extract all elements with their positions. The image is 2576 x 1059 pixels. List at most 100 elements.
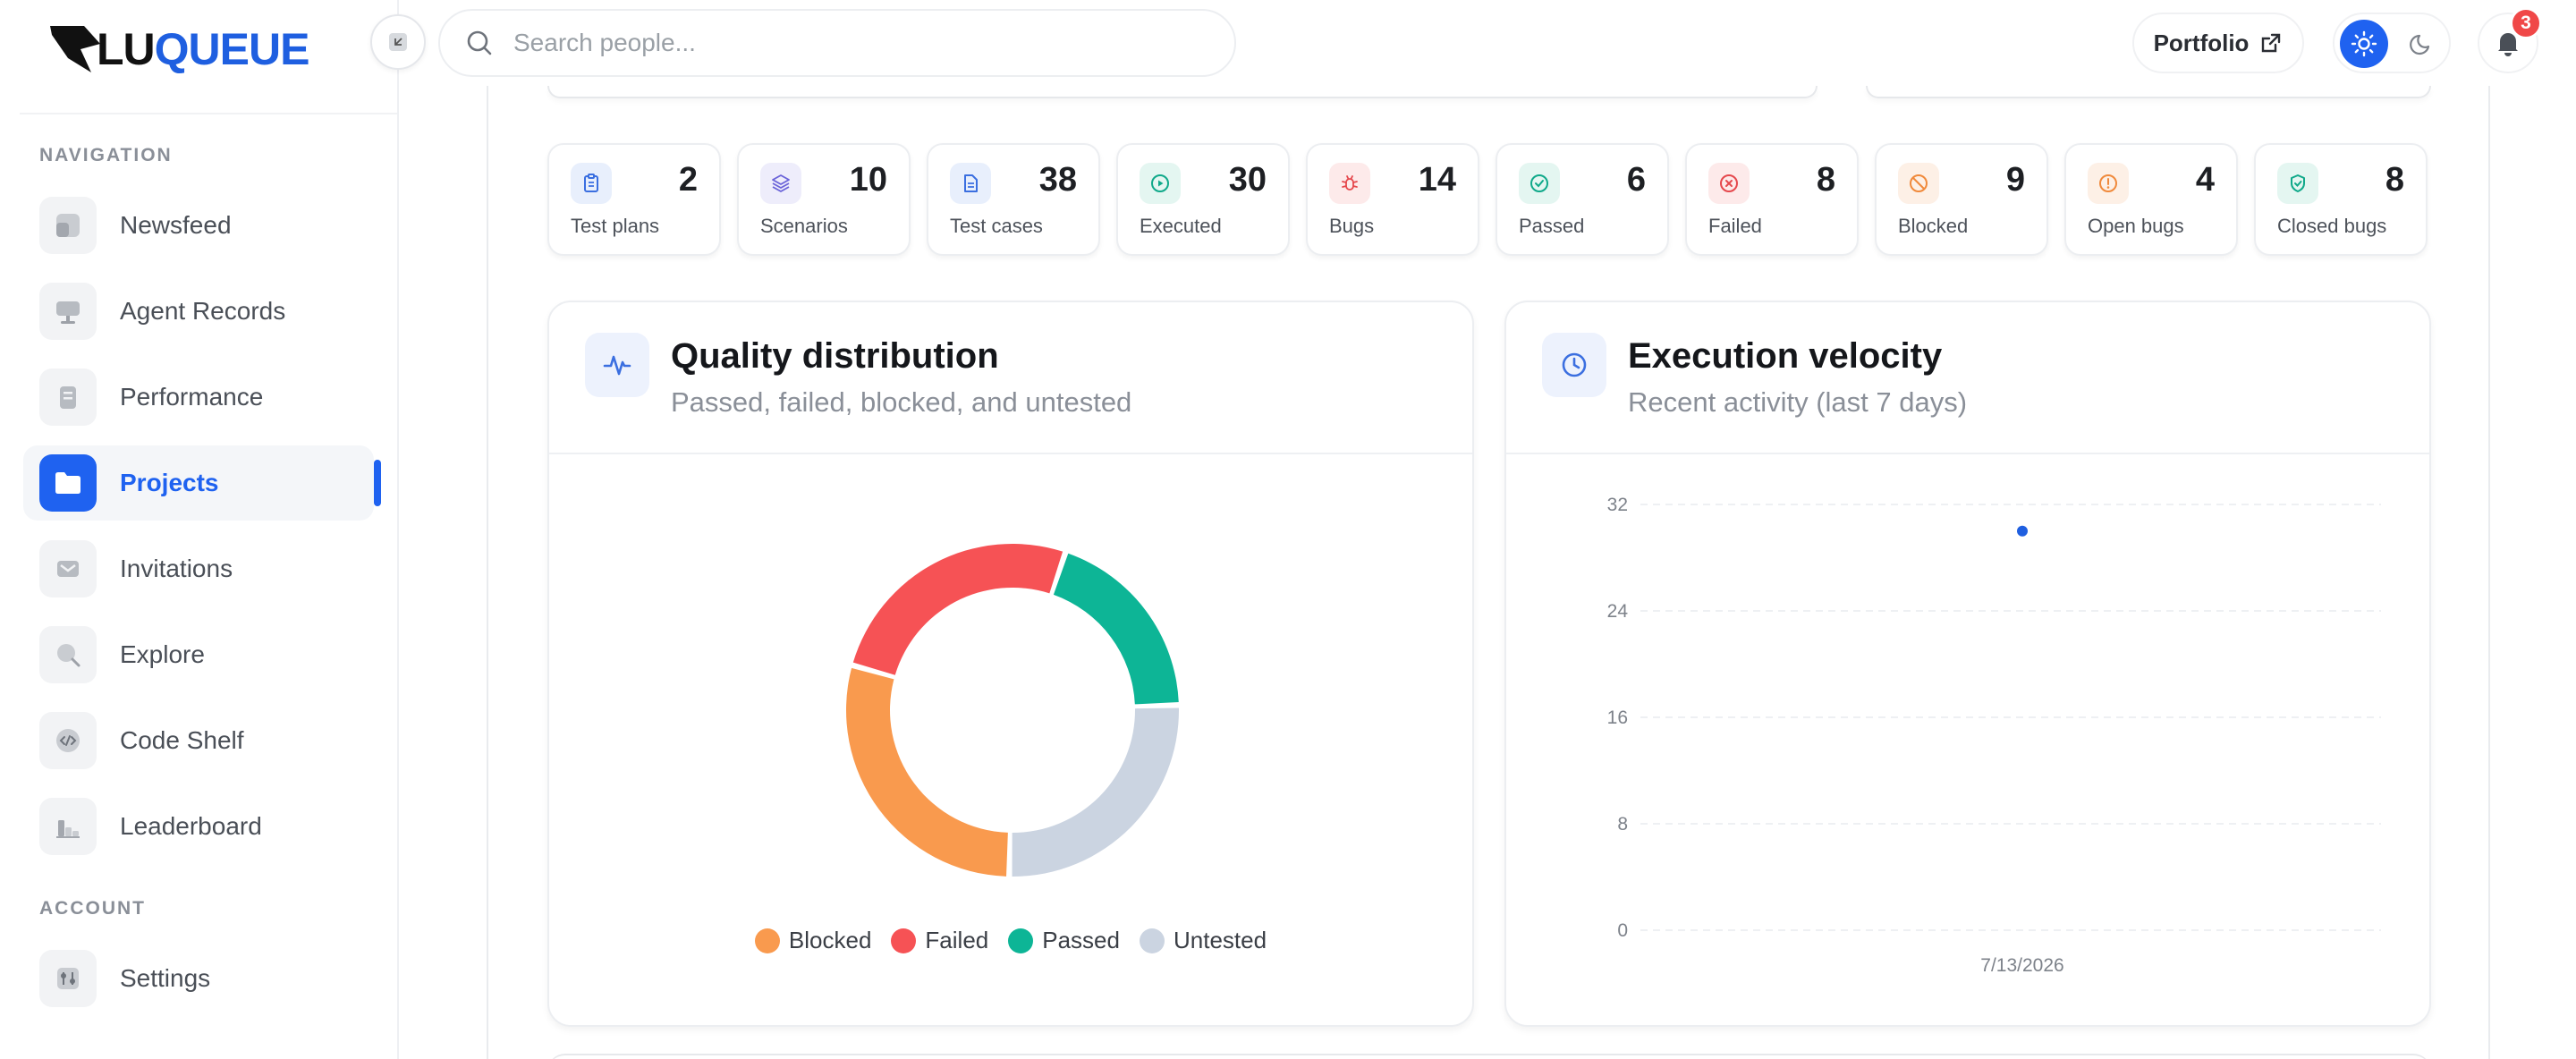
donut-slice-blocked[interactable] bbox=[846, 667, 1008, 877]
legend-label: Failed bbox=[925, 927, 989, 953]
stat-label: Executed bbox=[1140, 215, 1222, 237]
stat-label: Scenarios bbox=[760, 215, 848, 237]
search-icon bbox=[467, 30, 492, 55]
sidebar-item-label: Code Shelf bbox=[120, 726, 244, 754]
legend-item-untested[interactable]: Untested bbox=[1139, 927, 1267, 954]
notification-count-badge: 3 bbox=[2510, 7, 2542, 39]
logo-mark-icon bbox=[50, 26, 100, 72]
nav-section-label: NAVIGATION bbox=[39, 145, 173, 165]
search-input[interactable] bbox=[513, 29, 1193, 57]
stat-value: 38 bbox=[1038, 161, 1077, 199]
stat-label: Closed bugs bbox=[2277, 215, 2387, 237]
ban-icon bbox=[1898, 163, 1939, 204]
search-bar[interactable] bbox=[438, 9, 1236, 77]
dark-mode-button[interactable] bbox=[2397, 20, 2445, 68]
active-indicator bbox=[374, 460, 381, 506]
x-circle-icon bbox=[1708, 163, 1750, 204]
stat-value: 9 bbox=[2005, 161, 2025, 199]
stat-value: 4 bbox=[2195, 161, 2215, 199]
stat-card-test-plans[interactable]: 2 Test plans bbox=[547, 143, 721, 256]
sidebar-item-leaderboard[interactable]: Leaderboard bbox=[23, 789, 374, 864]
stat-card-open-bugs[interactable]: 4 Open bugs bbox=[2064, 143, 2238, 256]
layers-icon bbox=[760, 163, 801, 204]
legend-swatch-failed bbox=[891, 928, 917, 953]
sidebar-item-explore[interactable]: Explore bbox=[23, 617, 374, 692]
chart-legend: Blocked Failed Passed Untested bbox=[549, 927, 1472, 954]
portfolio-label: Portfolio bbox=[2153, 29, 2250, 56]
legend-item-blocked[interactable]: Blocked bbox=[754, 927, 871, 954]
check-circle-icon bbox=[1519, 163, 1560, 204]
legend-swatch-untested bbox=[1139, 928, 1165, 953]
explore-icon bbox=[39, 626, 97, 683]
donut-slice-failed[interactable] bbox=[852, 544, 1063, 675]
sidebar-item-projects[interactable]: Projects bbox=[23, 445, 381, 521]
sidebar-item-label: Explore bbox=[120, 640, 205, 668]
y-tick-label: 32 bbox=[1607, 495, 1628, 515]
document-icon bbox=[950, 163, 991, 204]
donut-slice-untested[interactable] bbox=[1012, 707, 1179, 877]
panel-title: Quality distribution bbox=[671, 336, 999, 376]
stat-card-executed[interactable]: 30 Executed bbox=[1116, 143, 1290, 256]
stat-label: Passed bbox=[1519, 215, 1585, 237]
clipboard-icon bbox=[571, 163, 612, 204]
y-tick-label: 0 bbox=[1617, 920, 1628, 941]
stat-card-bugs[interactable]: 14 Bugs bbox=[1306, 143, 1479, 256]
stat-card-failed[interactable]: 8 Failed bbox=[1685, 143, 1859, 256]
sidebar-item-label: Agent Records bbox=[120, 297, 286, 325]
sidebar-item-code-shelf[interactable]: Code Shelf bbox=[23, 703, 374, 778]
sidebar-item-newsfeed[interactable]: Newsfeed bbox=[23, 188, 374, 263]
brand-name-part1: LU bbox=[97, 24, 156, 74]
legend-swatch-passed bbox=[1008, 928, 1034, 953]
panel-subtitle: Passed, failed, blocked, and untested bbox=[671, 386, 1132, 418]
light-mode-button[interactable] bbox=[2340, 20, 2388, 68]
folder-icon bbox=[39, 454, 97, 512]
settings-icon bbox=[39, 950, 97, 1007]
activity-icon bbox=[585, 333, 649, 397]
sidebar-item-label: Settings bbox=[120, 964, 211, 992]
nav-section-label: ACCOUNT bbox=[39, 898, 146, 919]
leaderboard-icon bbox=[39, 798, 97, 855]
portfolio-button[interactable]: Portfolio bbox=[2132, 13, 2304, 73]
stat-label: Bugs bbox=[1329, 215, 1375, 237]
stat-label: Test plans bbox=[571, 215, 660, 237]
stat-card-test-cases[interactable]: 38 Test cases bbox=[927, 143, 1100, 256]
stat-value: 8 bbox=[1816, 161, 1835, 199]
sun-icon bbox=[2351, 30, 2377, 57]
legend-label: Passed bbox=[1042, 927, 1120, 953]
shield-check-icon bbox=[2277, 163, 2318, 204]
brand-logo[interactable]: LUQUEUE bbox=[48, 20, 309, 79]
moon-icon bbox=[2410, 34, 2430, 55]
donut-slice-passed[interactable] bbox=[1053, 553, 1179, 705]
stat-card-blocked[interactable]: 9 Blocked bbox=[1875, 143, 2048, 256]
play-icon bbox=[1140, 163, 1181, 204]
stat-card-passed[interactable]: 6 Passed bbox=[1496, 143, 1669, 256]
sidebar-item-agent-records[interactable]: Agent Records bbox=[23, 274, 374, 349]
y-tick-label: 8 bbox=[1617, 814, 1628, 834]
sidebar-item-settings[interactable]: Settings bbox=[23, 941, 374, 1016]
collapse-icon bbox=[389, 33, 407, 51]
stat-card-scenarios[interactable]: 10 Scenarios bbox=[737, 143, 911, 256]
bell-icon bbox=[2498, 33, 2518, 56]
clock-icon bbox=[1542, 333, 1606, 397]
theme-toggle bbox=[2333, 13, 2451, 73]
legend-item-passed[interactable]: Passed bbox=[1008, 927, 1120, 954]
sidebar-item-invitations[interactable]: Invitations bbox=[23, 531, 374, 606]
code-icon bbox=[39, 712, 97, 769]
sidebar: LUQUEUE NAVIGATION Newsfeed Agent Record… bbox=[0, 0, 399, 1059]
next-card-edge bbox=[547, 1054, 2431, 1059]
mail-icon bbox=[39, 540, 97, 597]
stat-value: 14 bbox=[1418, 161, 1456, 199]
velocity-chart: 0 8 16 24 32 7/13/2026 bbox=[1607, 495, 2381, 976]
sidebar-item-label: Newsfeed bbox=[120, 211, 232, 239]
y-tick-label: 16 bbox=[1607, 707, 1628, 728]
panel-header: Quality distribution Passed, failed, blo… bbox=[549, 302, 1472, 454]
stat-card-closed-bugs[interactable]: 8 Closed bugs bbox=[2254, 143, 2428, 256]
data-point[interactable] bbox=[2017, 525, 2028, 537]
stat-label: Failed bbox=[1708, 215, 1762, 237]
x-tick-label: 7/13/2026 bbox=[1980, 955, 2063, 976]
newsfeed-icon bbox=[39, 197, 97, 254]
collapse-sidebar-button[interactable] bbox=[370, 14, 426, 70]
sidebar-item-label: Projects bbox=[120, 469, 219, 496]
sidebar-item-performance[interactable]: Performance bbox=[23, 360, 374, 435]
legend-item-failed[interactable]: Failed bbox=[891, 927, 988, 954]
